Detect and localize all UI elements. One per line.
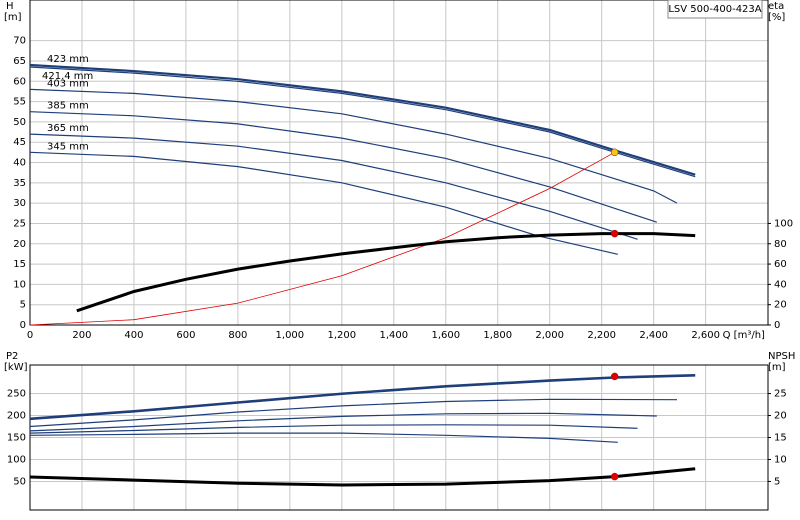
curve [29, 467, 696, 487]
y-axis-label: H [6, 1, 14, 12]
x-tick-label: 1,800 [483, 330, 512, 341]
x-tick-label: 400 [124, 330, 143, 341]
y-tick-label: 15 [13, 259, 26, 270]
y-tick-label: 60 [13, 76, 26, 87]
y-tick-label: 70 [13, 36, 26, 47]
curve [29, 398, 678, 428]
y2-tick-label: 10 [774, 454, 787, 465]
chart-title: LSV 500-400-423A [668, 4, 761, 15]
y-tick-label: 250 [7, 389, 26, 400]
operating-point [610, 229, 619, 238]
y2-axis-label: eta [768, 1, 784, 12]
curve [29, 151, 615, 326]
x-tick-label: 1,200 [328, 330, 357, 341]
x-tick-label: 2,400 [639, 330, 668, 341]
title-box [667, 0, 763, 19]
y2-tick-label: 0 [774, 320, 780, 331]
x-tick-label: 2,200 [587, 330, 616, 341]
y2-tick-label: 100 [774, 218, 793, 229]
y-axis-unit: [kW] [4, 362, 28, 373]
curve-label: 403 mm [47, 78, 89, 89]
x-tick-label: 0 [27, 330, 33, 341]
y2-axis-unit: [m] [768, 362, 786, 373]
y-tick-label: 150 [7, 433, 26, 444]
curve [29, 66, 696, 178]
curve-label: 385 mm [47, 101, 89, 112]
x-tick-label: 2,000 [535, 330, 564, 341]
operating-point [610, 148, 619, 157]
operating-point [610, 472, 619, 481]
y-tick-label: 100 [7, 454, 26, 465]
y-tick-label: 10 [13, 279, 26, 290]
curve-label: 345 mm [47, 141, 89, 152]
curve-label: 365 mm [47, 123, 89, 134]
curve [29, 111, 657, 223]
y2-tick-label: 5 [774, 476, 780, 487]
curve-label: 421.4 mm [42, 71, 93, 82]
x-tick-label: 1,600 [431, 330, 460, 341]
curve [29, 374, 696, 420]
y-tick-label: 45 [13, 137, 26, 148]
curve-label: 423 mm [47, 54, 89, 65]
y-tick-label: 5 [20, 300, 26, 311]
y2-tick-label: 20 [774, 300, 787, 311]
x-tick-label: 1,000 [276, 330, 305, 341]
x-tick-label: 2,600 [691, 330, 720, 341]
curve [29, 412, 657, 432]
plot-frame [29, 0, 769, 326]
curve [29, 424, 638, 434]
y-tick-label: 30 [13, 198, 26, 209]
y-tick-label: 55 [13, 97, 26, 108]
y2-axis-label: NPSH [768, 351, 795, 362]
y-tick-label: 50 [13, 117, 26, 128]
y-tick-label: 50 [13, 476, 26, 487]
y2-tick-label: 40 [774, 279, 787, 290]
operating-point [610, 372, 619, 381]
y2-axis-unit: [%] [768, 12, 785, 23]
x-axis-label: Q [m³/h] [723, 330, 765, 341]
x-tick-label: 1,400 [379, 330, 408, 341]
x-tick-label: 200 [72, 330, 91, 341]
curve [29, 63, 696, 176]
y2-tick-label: 60 [774, 259, 787, 270]
curve [29, 375, 696, 421]
curve [29, 88, 678, 204]
y-tick-label: 35 [13, 178, 26, 189]
y2-tick-label: 15 [774, 433, 787, 444]
y-tick-label: 25 [13, 218, 26, 229]
y-tick-label: 200 [7, 411, 26, 422]
x-tick-label: 600 [176, 330, 195, 341]
y-tick-label: 20 [13, 239, 26, 250]
y-tick-label: 65 [13, 56, 26, 67]
y2-tick-label: 80 [774, 239, 787, 250]
y-axis-unit: [m] [4, 12, 22, 23]
y-tick-label: 0 [20, 320, 26, 331]
curve [29, 432, 618, 443]
curve [76, 232, 696, 313]
y-axis-label: P2 [6, 351, 18, 362]
y-tick-label: 40 [13, 158, 26, 169]
curve [29, 133, 638, 240]
plot-frame [29, 364, 769, 511]
y2-tick-label: 20 [774, 411, 787, 422]
y2-tick-label: 25 [774, 389, 787, 400]
x-tick-label: 800 [228, 330, 247, 341]
